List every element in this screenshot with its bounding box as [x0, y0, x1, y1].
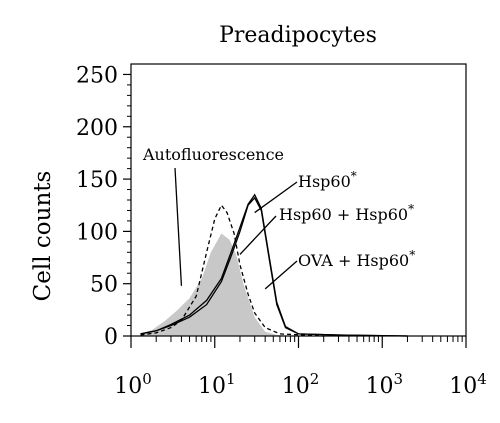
x-tick-label: 102: [282, 370, 320, 399]
y-axis-label: Cell counts: [30, 171, 56, 302]
x-tick-label: 100: [114, 370, 152, 399]
chart-title: Preadipocytes: [219, 23, 377, 48]
x-tick-label: 101: [198, 370, 236, 399]
y-tick-label: 150: [76, 168, 118, 193]
y-tick-label: 200: [76, 116, 118, 141]
annotation-leader: [264, 260, 298, 290]
x-tick-label: 104: [449, 370, 487, 399]
annotation-label: Hsp60*: [298, 169, 357, 191]
y-tick-label: 0: [104, 325, 118, 350]
x-tick-label: 103: [365, 370, 403, 399]
y-tick-label: 250: [76, 63, 118, 88]
annotation-label: Hsp60 + Hsp60*: [279, 202, 414, 224]
annotation-label: Autofluorescence: [142, 145, 284, 164]
annotation-leader: [239, 215, 277, 255]
series-ova-hsp60: [140, 203, 324, 337]
annotation-label: OVA + Hsp60*: [298, 248, 415, 270]
annotation-leader: [254, 181, 298, 214]
y-tick-label: 50: [90, 273, 118, 298]
y-tick-label: 100: [76, 220, 118, 245]
plot-frame: [130, 63, 467, 337]
series-hsp60-hsp60: [140, 193, 408, 337]
annotation-leader: [174, 167, 183, 286]
